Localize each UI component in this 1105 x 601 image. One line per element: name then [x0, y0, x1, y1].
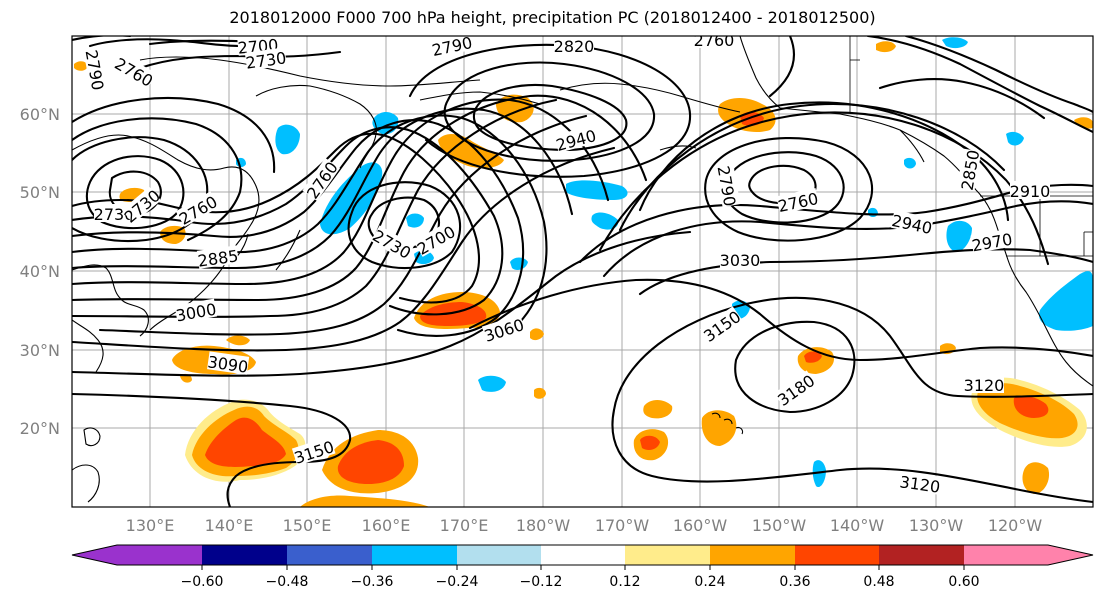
contour-label: 2910 [1010, 182, 1051, 201]
colorbar: −0.60 −0.48 −0.36 −0.24 −0.12 0.12 0.24 … [71, 544, 1094, 590]
colorbar-segment [457, 545, 541, 565]
colorbar-tick-label: −0.48 [266, 574, 309, 590]
colorbar-tick-label: −0.12 [520, 574, 563, 590]
colorbar-segment [372, 545, 457, 565]
lon-label: 150°E [283, 516, 332, 535]
lat-label: 60°N [20, 105, 60, 124]
precipitation-fill [74, 37, 1093, 507]
colorbar-segment [287, 545, 372, 565]
contour-label: 2760 [694, 31, 735, 50]
colorbar-segment [710, 545, 795, 565]
contour-label: 3030 [720, 251, 761, 270]
colorbar-tick-label: −0.24 [436, 574, 479, 590]
colorbar-tick-label: 0.60 [948, 574, 979, 590]
lon-label: 140°W [830, 516, 885, 535]
colorbar-segment [541, 545, 625, 565]
colorbar-tick-label: 0.36 [779, 574, 810, 590]
map-frame [71, 35, 1094, 508]
colorbar-tick-label: −0.36 [351, 574, 394, 590]
lon-label: 170°E [440, 516, 489, 535]
lon-label: 180°W [516, 516, 571, 535]
map-title: 2018012000 F000 700 hPa height, precipit… [229, 8, 876, 27]
colorbar-tick-label: 0.24 [694, 574, 725, 590]
precip-negative-japan-sea [320, 162, 383, 235]
lon-label: 160°W [673, 516, 728, 535]
colorbar-segment [72, 545, 202, 565]
colorbar-segment [879, 545, 964, 565]
colorbar-tick-label: 0.12 [609, 574, 640, 590]
colorbar-segment [202, 545, 287, 565]
contour-label: 2820 [554, 37, 595, 56]
colorbar-segment [964, 545, 1093, 565]
contour-label: 3120 [964, 376, 1005, 395]
lon-label: 130°E [126, 516, 175, 535]
lon-label: 170°W [595, 516, 650, 535]
precip-area-south-pacific-core [337, 440, 404, 484]
colorbar-outline [71, 544, 1094, 566]
lat-label: 40°N [20, 262, 60, 281]
colorbar-ticks [201, 565, 965, 570]
lon-label: 130°W [909, 516, 964, 535]
colorbar-tick-label: −0.60 [181, 574, 224, 590]
precip-negative-west-coast [1038, 271, 1093, 331]
precip-area-north-pacific-1 [438, 134, 504, 168]
colorbar-segment [795, 545, 879, 565]
latitude-labels: 60°N 50°N 40°N 30°N 20°N [20, 105, 60, 438]
lat-label: 20°N [20, 419, 60, 438]
colorbar-tick-label: 0.48 [863, 574, 894, 590]
lon-label: 120°W [988, 516, 1043, 535]
lon-label: 150°W [752, 516, 807, 535]
colorbar-segment [625, 545, 710, 565]
lon-label: 140°E [205, 516, 254, 535]
precip-area-west-pacific-heavy [205, 417, 286, 467]
precip-area-south-edge [300, 495, 430, 507]
lat-label: 50°N [20, 183, 60, 202]
longitude-labels: 130°E 140°E 150°E 160°E 170°E 180°W 170°… [126, 516, 1043, 535]
lon-label: 160°E [362, 516, 411, 535]
precip-negative-central [566, 180, 628, 200]
lat-label: 30°N [20, 341, 60, 360]
coastlines [72, 36, 1093, 503]
